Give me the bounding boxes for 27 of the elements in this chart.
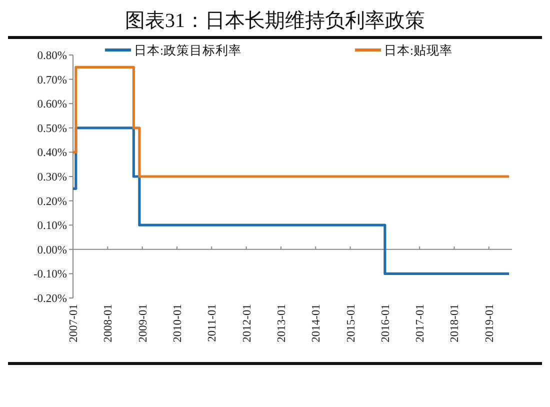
x-tick-label: 2009-01 bbox=[137, 304, 150, 342]
y-tick-label: 0.40% bbox=[37, 147, 68, 160]
y-tick-label: -0.20% bbox=[33, 293, 68, 305]
x-tick-label: 2010-01 bbox=[172, 304, 184, 342]
y-tick-label: 0.00% bbox=[37, 244, 68, 256]
x-tick-label: 2019-01 bbox=[484, 304, 496, 342]
title: 图表31：日本长期维持负利率政策 bbox=[125, 10, 425, 32]
x-tick-label: 2008-01 bbox=[102, 304, 115, 342]
x-tick-label: 2017-01 bbox=[414, 304, 427, 342]
x-tick-label: 2013-01 bbox=[276, 304, 288, 342]
legend-label: 日本:贴现率 bbox=[384, 42, 452, 58]
x-tick-label: 2011-01 bbox=[206, 304, 219, 342]
y-tick-label: -0.10% bbox=[33, 268, 68, 281]
y-tick-label: 0.30% bbox=[37, 172, 68, 184]
y-tick-label: 0.80% bbox=[37, 50, 68, 62]
x-tick-label: 2018-01 bbox=[449, 304, 462, 342]
x-tick-label: 2007-01 bbox=[68, 304, 80, 342]
y-tick-label: 0.20% bbox=[37, 196, 68, 208]
x-tick-label: 2012-01 bbox=[241, 304, 254, 342]
legend-label: 日本:政策目标利率 bbox=[134, 42, 242, 58]
x-tick-label: 2015-01 bbox=[345, 304, 358, 342]
y-tick-label: 0.70% bbox=[37, 74, 68, 86]
y-tick-label: 0.50% bbox=[37, 122, 68, 135]
y-tick-label: 0.10% bbox=[37, 220, 68, 232]
x-tick-label: 2016-01 bbox=[380, 304, 392, 342]
x-tick-label: 2014-01 bbox=[310, 304, 323, 342]
y-tick-label: 0.60% bbox=[37, 98, 68, 111]
